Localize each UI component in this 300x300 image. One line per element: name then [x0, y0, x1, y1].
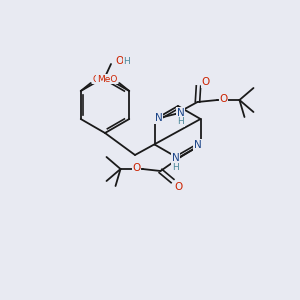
Text: O: O: [219, 94, 228, 104]
Text: O: O: [201, 77, 210, 87]
Text: N: N: [177, 108, 184, 118]
Text: N: N: [154, 113, 162, 123]
Text: H: H: [124, 56, 130, 65]
Text: O: O: [174, 182, 183, 192]
Text: MeO: MeO: [97, 74, 117, 83]
Text: O: O: [115, 56, 123, 66]
Text: H: H: [177, 118, 184, 127]
Text: N: N: [194, 140, 201, 150]
Text: OMe: OMe: [93, 74, 113, 83]
Text: N: N: [172, 153, 179, 163]
Text: H: H: [172, 163, 179, 172]
Text: O: O: [132, 163, 141, 173]
